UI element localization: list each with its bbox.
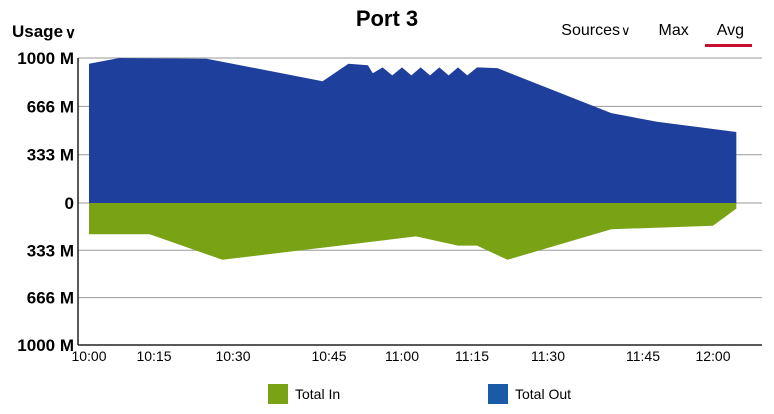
- usage-label: Usage: [12, 22, 64, 41]
- legend-swatch-total-in: [268, 384, 288, 404]
- max-label: Max: [658, 22, 689, 39]
- sources-dropdown[interactable]: Sources ∨: [561, 22, 630, 40]
- y-tick-label: 666 M: [27, 97, 74, 116]
- usage-dropdown[interactable]: Usage ∨: [12, 22, 76, 42]
- series-area-total-in: [89, 203, 737, 260]
- x-tick-label: 12:00: [695, 348, 730, 364]
- chevron-down-icon: ∨: [620, 23, 631, 38]
- legend-item-total-in[interactable]: Total In: [268, 384, 340, 404]
- chart-areas: [89, 58, 737, 260]
- legend-label-total-in: Total In: [295, 386, 341, 402]
- x-tick-label: 11:00: [385, 348, 419, 364]
- x-tick-label: 10:30: [215, 348, 250, 364]
- x-tick-label: 10:00: [71, 348, 106, 364]
- y-tick-label: 333 M: [27, 146, 74, 165]
- avg-label: Avg: [716, 22, 744, 39]
- y-tick-label: 666 M: [27, 289, 74, 308]
- x-tick-label: 11:45: [626, 348, 660, 364]
- y-tick-label: 1000 M: [17, 336, 74, 355]
- y-tick-label: 0: [65, 194, 74, 213]
- sources-label: Sources: [561, 22, 620, 39]
- x-tick-label: 10:15: [136, 348, 171, 364]
- avg-toggle[interactable]: Avg: [704, 22, 753, 47]
- chart-axes: [77, 58, 762, 346]
- x-tick-label: 10:45: [311, 348, 346, 364]
- y-tick-label: 1000 M: [17, 49, 74, 68]
- legend-label-total-out: Total Out: [515, 386, 572, 402]
- max-toggle[interactable]: Max: [658, 22, 688, 40]
- series-area-total-out: [89, 58, 737, 203]
- chevron-down-icon: ∨: [65, 25, 77, 42]
- x-tick-label: 11:30: [531, 348, 565, 364]
- chart-controls: Sources ∨ Max Avg: [561, 22, 753, 47]
- legend-item-total-out[interactable]: Total Out: [488, 384, 571, 404]
- x-tick-label: 11:15: [455, 348, 489, 364]
- chart-title: Port 3: [355, 6, 419, 31]
- y-tick-label: 333 M: [27, 241, 74, 260]
- legend-swatch-total-out: [488, 384, 508, 404]
